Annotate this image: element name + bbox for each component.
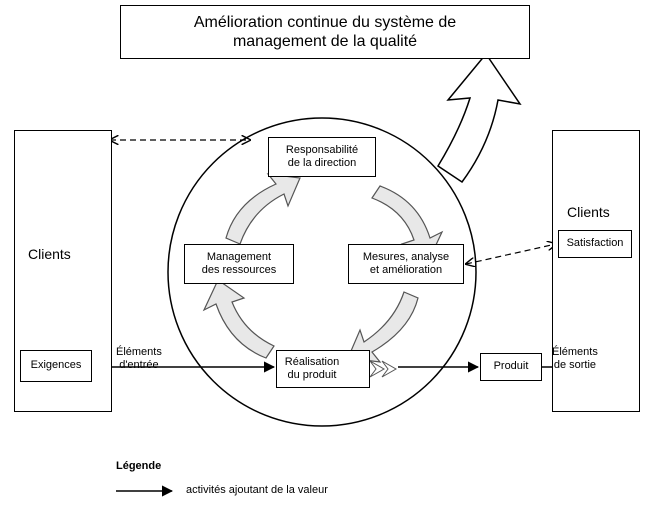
product-box: Produit: [480, 353, 542, 381]
diagram-canvas: Amélioration continue du système de mana…: [0, 0, 651, 515]
box-mesures-text: Mesures, analyse et amélioration: [363, 251, 449, 277]
exigences-text: Exigences: [31, 359, 82, 372]
legend-row-1: activités ajoutant de la valeur: [186, 484, 328, 496]
exigences-box: Exigences: [20, 350, 92, 382]
left-col-label: Clients: [28, 246, 71, 262]
box-management: Management des ressources: [184, 244, 294, 284]
box-management-text: Management des ressources: [202, 251, 277, 277]
box-responsabilite: Responsabilité de la direction: [268, 137, 376, 177]
box-realisation: Réalisation du produit: [276, 350, 370, 388]
right-col-label: Clients: [567, 204, 610, 220]
title-box: Amélioration continue du système de mana…: [120, 5, 530, 59]
entry-label: Éléments d'entrée: [116, 346, 162, 371]
satisfaction-text: Satisfaction: [567, 237, 624, 250]
product-text: Produit: [494, 360, 529, 373]
box-realisation-text: Réalisation du produit: [285, 356, 339, 382]
dashline-measure-satisfaction: [466, 244, 556, 264]
box-mesures: Mesures, analyse et amélioration: [348, 244, 464, 284]
exit-label: Éléments de sortie: [552, 346, 598, 371]
satisfaction-box: Satisfaction: [558, 230, 632, 258]
title-text: Amélioration continue du système de mana…: [194, 13, 456, 51]
box-responsabilite-text: Responsabilité de la direction: [286, 144, 358, 170]
legend-title: Légende: [116, 460, 161, 472]
improvement-arrow: [438, 54, 520, 182]
realisation-output-icon: [370, 361, 396, 377]
